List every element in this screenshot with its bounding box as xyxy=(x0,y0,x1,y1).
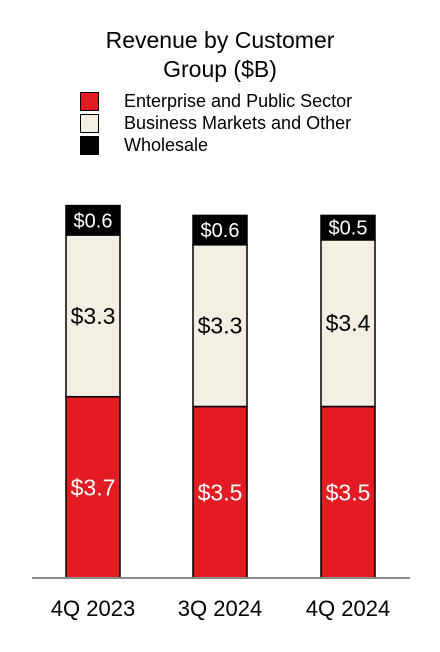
bar-segment-3-3 xyxy=(320,214,376,241)
bar-segment-1-1 xyxy=(65,395,121,579)
chart-title-line-2: Group ($B) xyxy=(163,56,277,82)
data-label-2-2: $3.3 xyxy=(198,313,243,339)
legend-swatch-enterprise xyxy=(80,91,99,111)
legend-label-wholesale: Wholesale xyxy=(124,134,209,155)
data-label-2-1: $3.3 xyxy=(71,303,116,329)
chart-title-line-1: Revenue by Customer xyxy=(105,27,335,53)
legend-item-wholesale: Wholesale xyxy=(80,134,352,156)
bar-segment-2-3 xyxy=(320,239,376,408)
data-label-1-1: $3.7 xyxy=(71,474,116,500)
x-tick-label-1: 4Q 2023 xyxy=(51,596,135,621)
data-label-1-2: $3.5 xyxy=(198,479,243,505)
bar-segment-2-1 xyxy=(65,234,121,398)
bar-segment-2-2 xyxy=(192,244,248,408)
data-label-1-3: $3.5 xyxy=(326,479,371,505)
legend-swatch-business xyxy=(80,113,99,133)
legend-swatch-wholesale xyxy=(80,135,99,155)
legend-item-business: Business Markets and Other xyxy=(80,112,352,134)
x-tick-label-3: 4Q 2024 xyxy=(306,596,390,621)
bar-segment-3-2 xyxy=(192,214,248,246)
x-tick-label-2: 3Q 2024 xyxy=(178,596,262,621)
bar-segment-1-2 xyxy=(192,405,248,579)
legend-label-business: Business Markets and Other xyxy=(124,112,352,133)
legend-label-enterprise: Enterprise and Public Sector xyxy=(124,90,353,111)
chart-legend: Enterprise and Public Sector Business Ma… xyxy=(80,90,352,156)
data-label-3-1: $0.6 xyxy=(74,210,113,232)
data-label-3-2: $0.6 xyxy=(201,220,240,242)
bar-segment-1-3 xyxy=(320,405,376,579)
legend-item-enterprise: Enterprise and Public Sector xyxy=(80,90,352,112)
chart-title: Revenue by Customer Group ($B) xyxy=(60,26,380,84)
data-label-3-3: $0.5 xyxy=(329,218,368,240)
data-label-2-3: $3.4 xyxy=(326,310,371,336)
bar-segment-3-1 xyxy=(65,204,121,236)
